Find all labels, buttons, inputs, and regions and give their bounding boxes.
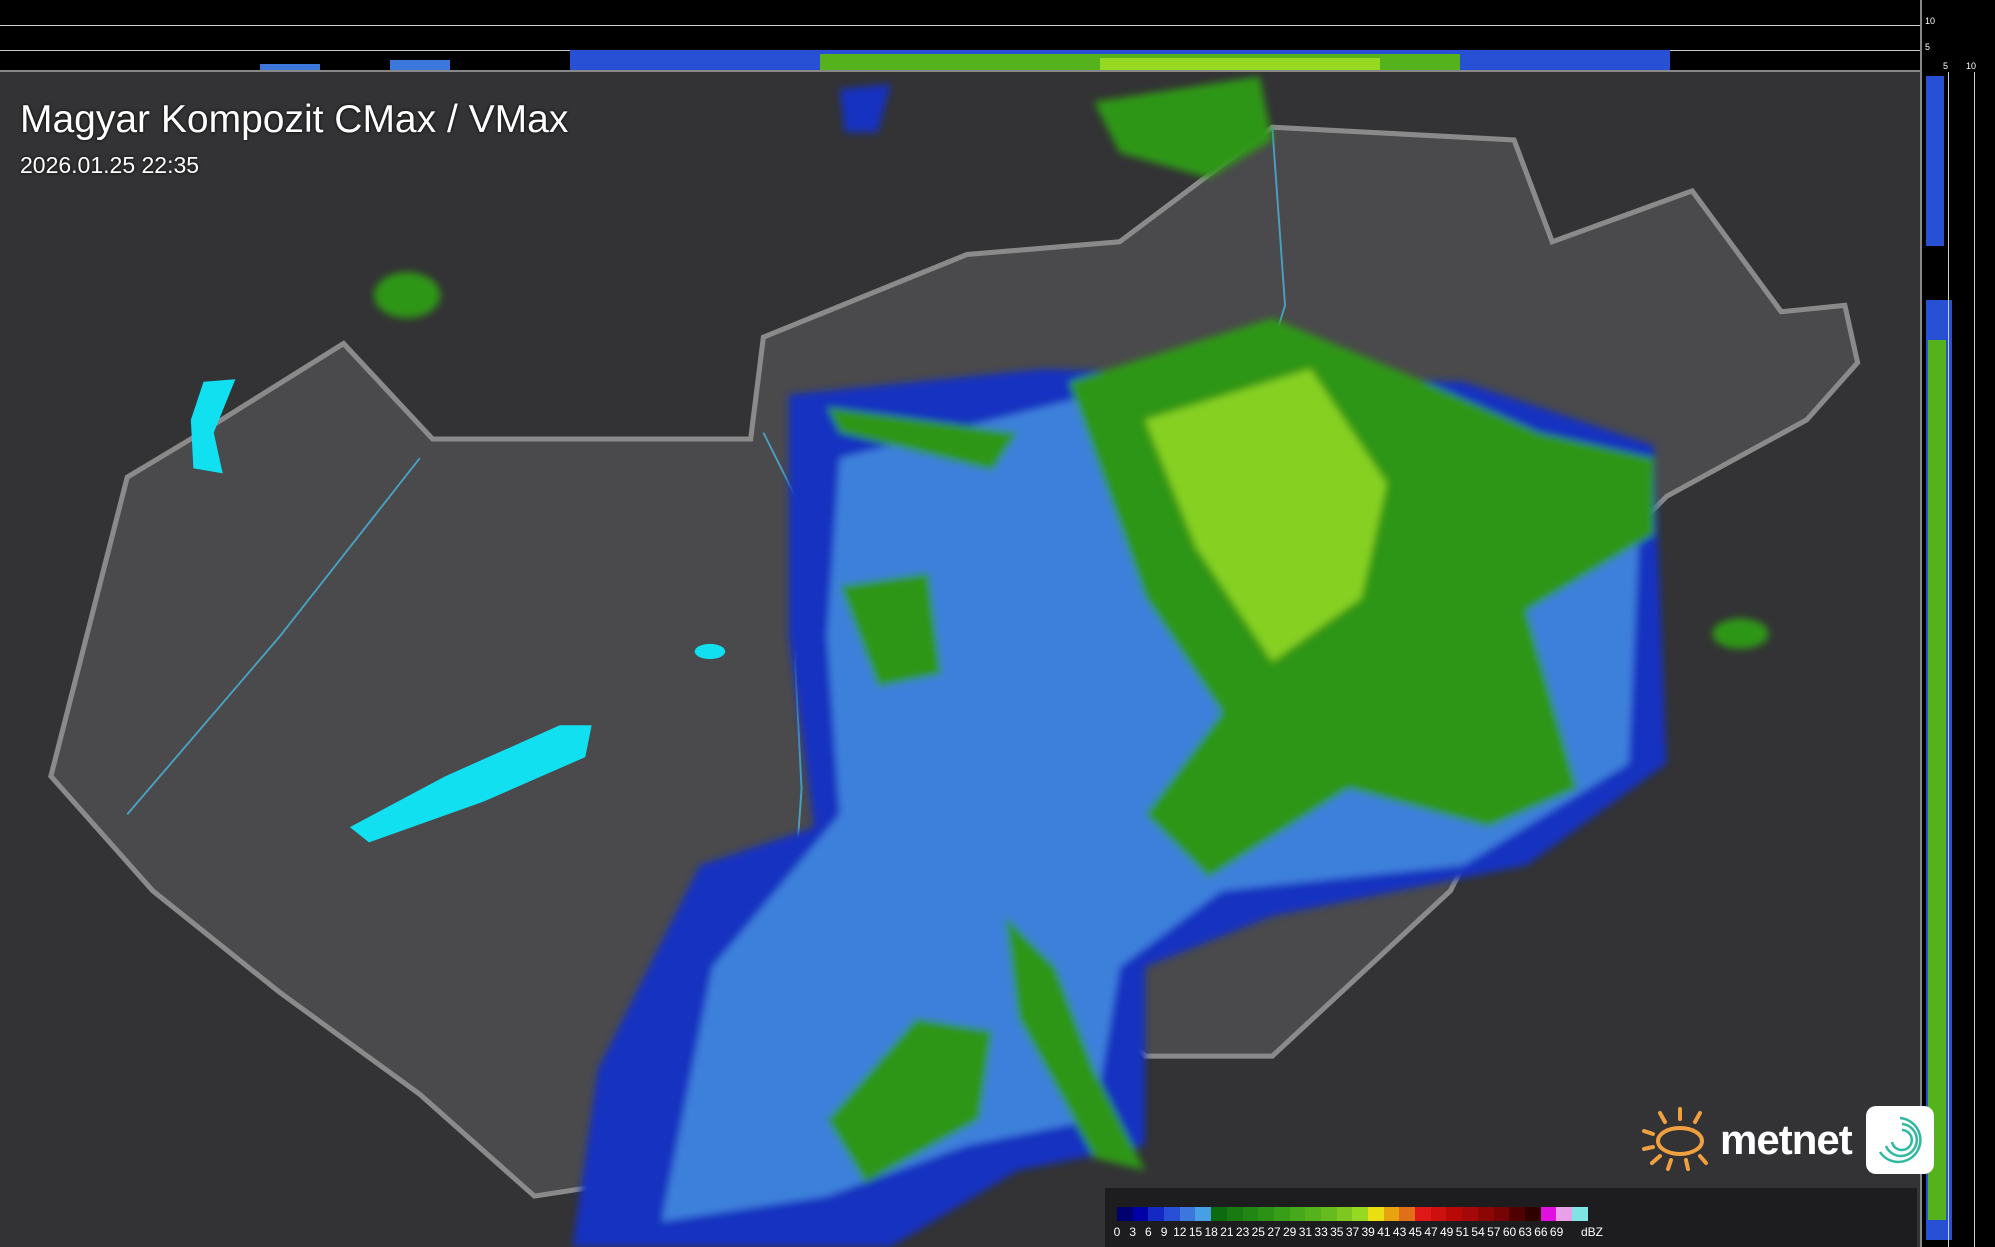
legend-swatch	[1273, 1207, 1290, 1221]
legend-swatch	[1446, 1207, 1463, 1221]
legend-label: 0	[1113, 1225, 1121, 1239]
legend-swatch	[1305, 1207, 1321, 1221]
radar-echoes	[374, 76, 1769, 1247]
metnet-logo: metnet	[1638, 1105, 1934, 1175]
legend-swatch	[1195, 1207, 1212, 1221]
legend-swatch	[1226, 1207, 1243, 1221]
legend-label: 51	[1455, 1225, 1470, 1239]
legend-label: 31	[1298, 1225, 1313, 1239]
vertical-profile-right	[1920, 0, 1995, 1247]
map-timestamp: 2026.01.25 22:35	[20, 152, 200, 178]
legend-label: 18	[1204, 1225, 1218, 1239]
legend-label: 6	[1145, 1225, 1152, 1239]
swirl-icon	[1865, 1106, 1934, 1174]
legend-swatch	[1320, 1207, 1337, 1221]
lake-balaton	[349, 725, 592, 843]
legend-swatch	[1383, 1207, 1400, 1221]
legend-label: 21	[1220, 1225, 1234, 1239]
legend-swatch	[1352, 1207, 1368, 1221]
legend-swatch	[1524, 1207, 1541, 1221]
top-axis-label: 10	[1925, 16, 1936, 26]
legend-swatch	[1242, 1207, 1259, 1221]
legend-label: 45	[1408, 1225, 1422, 1239]
legend-label: 35	[1330, 1225, 1344, 1239]
sun-icon	[1642, 1107, 1708, 1171]
legend-label: 60	[1502, 1225, 1517, 1239]
legend-label: 29	[1283, 1225, 1297, 1239]
legend-swatch	[1179, 1207, 1196, 1221]
color-legend: 0 3 6 9 12 15 18 21 23 25 27 29 31 33 35 37 39 41 43 45 47 49…	[1105, 1188, 1917, 1247]
legend-swatch	[1430, 1207, 1447, 1221]
legend-label: 54	[1471, 1225, 1485, 1239]
legend-label: 57	[1487, 1225, 1501, 1239]
legend-label: 47	[1424, 1225, 1438, 1239]
legend-swatch	[1462, 1207, 1478, 1221]
legend-label: 27	[1267, 1225, 1281, 1239]
right-axis-label: 10	[1966, 61, 1977, 71]
legend-label: 12	[1173, 1225, 1187, 1239]
legend-label: 25	[1251, 1225, 1265, 1239]
legend-swatch	[1117, 1207, 1133, 1221]
legend-label: 15	[1188, 1225, 1203, 1239]
legend-label: 23	[1235, 1225, 1250, 1239]
legend-label: 3	[1129, 1225, 1137, 1239]
legend-swatch	[1132, 1207, 1149, 1221]
lake-ferto	[190, 379, 236, 474]
legend-swatch	[1493, 1207, 1510, 1221]
lakes	[190, 379, 726, 843]
vertical-profile-top	[0, 0, 1922, 72]
legend-label: 41	[1377, 1225, 1391, 1239]
legend-label: 43	[1392, 1225, 1407, 1239]
legend-swatch	[1540, 1207, 1557, 1221]
right-axis-label: 5	[1943, 61, 1949, 71]
legend-swatch	[1415, 1207, 1431, 1221]
legend-swatch	[1556, 1207, 1572, 1221]
legend-swatch	[1571, 1207, 1588, 1221]
legend-swatch	[1477, 1207, 1494, 1221]
legend-label: 63	[1518, 1225, 1532, 1239]
legend-swatch	[1368, 1207, 1384, 1221]
logo-text: metnet	[1720, 1116, 1853, 1163]
top-axis-label: 5	[1925, 42, 1931, 52]
legend-swatch	[1211, 1207, 1227, 1221]
legend-label: 39	[1361, 1225, 1375, 1239]
legend-swatch	[1336, 1207, 1353, 1221]
legend-swatch	[1258, 1207, 1274, 1221]
legend-label: 66	[1534, 1225, 1548, 1239]
legend-swatch	[1289, 1207, 1306, 1221]
map-title: Magyar Kompozit CMax / VMax	[20, 98, 569, 141]
legend-label: 37	[1345, 1225, 1360, 1239]
legend-swatch	[1164, 1207, 1180, 1221]
legend-swatch	[1148, 1207, 1165, 1221]
legend-label: 49	[1440, 1225, 1454, 1239]
legend-swatch	[1399, 1207, 1416, 1221]
legend-label: 33	[1314, 1225, 1328, 1239]
legend-unit: dBZ	[1580, 1225, 1604, 1239]
legend-label: 9	[1160, 1225, 1168, 1239]
legend-label: 69	[1549, 1225, 1564, 1239]
legend-swatch	[1509, 1207, 1525, 1221]
